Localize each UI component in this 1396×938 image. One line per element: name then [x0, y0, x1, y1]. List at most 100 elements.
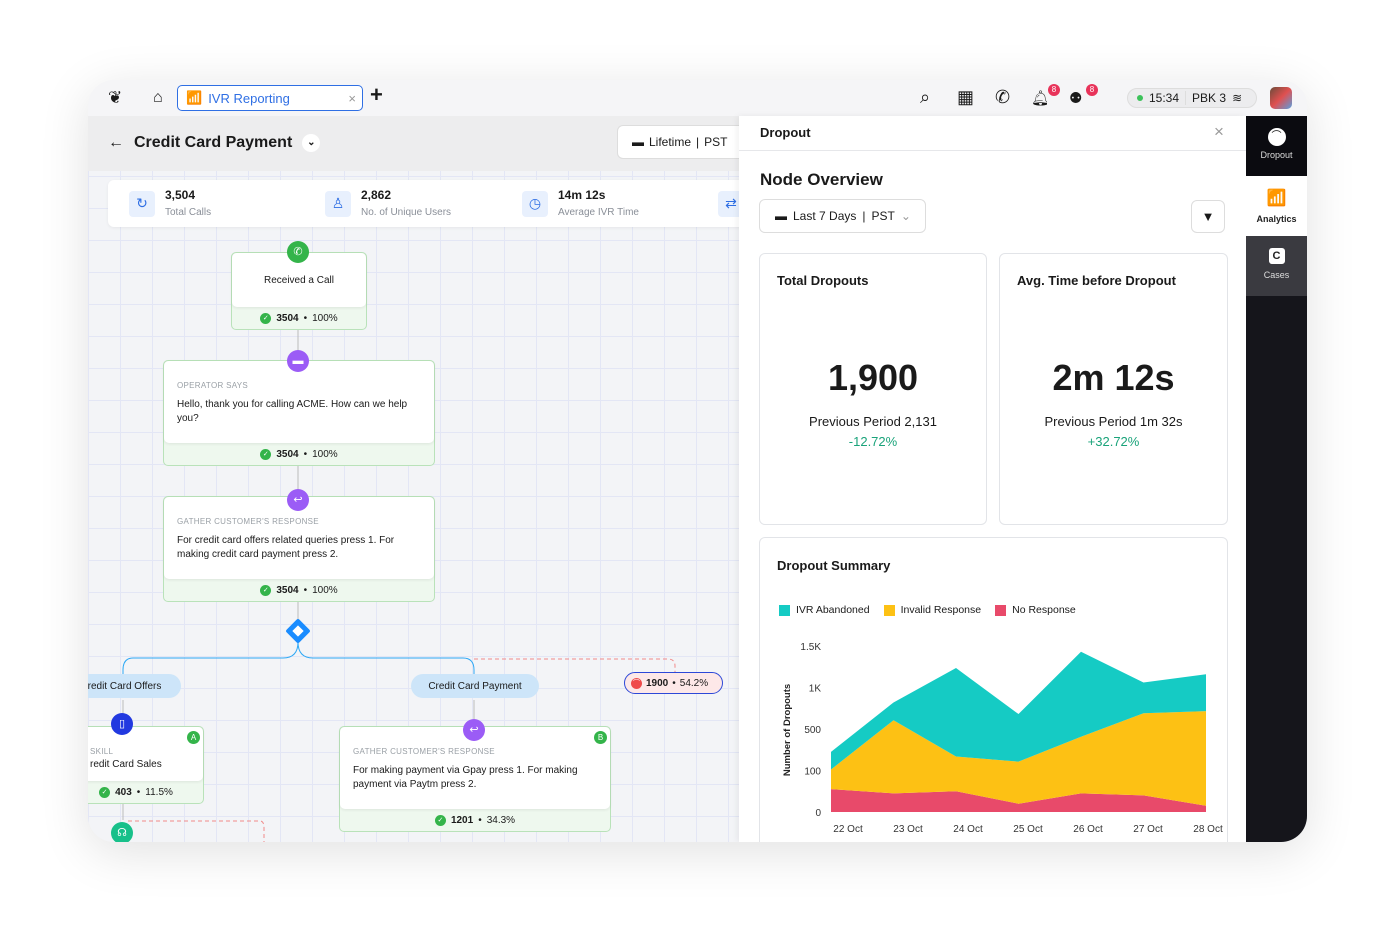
date-range: Last 7 Days — [793, 209, 857, 223]
section-title: Node Overview — [760, 170, 883, 189]
branch-credit-card-payment[interactable]: Credit Card Payment — [411, 674, 539, 698]
check-icon: ✓ — [260, 312, 272, 324]
tab-label: IVR Reporting — [208, 90, 290, 106]
phone-icon: ✆ — [287, 241, 309, 263]
y-tick-label: 100 — [804, 767, 821, 778]
chart-icon: 📶 — [186, 90, 203, 105]
legend-label: IVR Abandoned — [796, 604, 870, 616]
flow-canvas[interactable] — [88, 116, 739, 842]
check-icon: ✓ — [260, 448, 272, 460]
hangup-icon: ⌒ — [1267, 128, 1286, 146]
y-tick-label: 1K — [809, 684, 822, 695]
stats-bar: ↻ 3,504 Total Calls ♙ 2,862 No. of Unique Us… — [108, 180, 748, 227]
rail-cases[interactable]: C Cases — [1246, 236, 1307, 296]
panel-date-selector[interactable]: ▬ Last 7 Days | PST ⌄ — [759, 199, 926, 233]
bell-icon[interactable]: 🔔︎ — [1031, 90, 1047, 107]
node-count: 403 — [115, 786, 132, 798]
timezone: PST — [871, 209, 895, 223]
kpi-previous: Previous Period 1m 32s — [1044, 414, 1183, 429]
node-label: GATHER CUSTOMER'S RESPONSE — [177, 517, 319, 526]
calendar-icon: ▬ — [775, 209, 787, 223]
check-icon: ✓ — [260, 584, 272, 596]
node-gather-payment[interactable]: GATHER CUSTOMER'S RESPONSE For making pay… — [339, 726, 611, 832]
date-range-selector[interactable]: ▬ Lifetime | PST — [617, 125, 739, 159]
panel-title: Dropout — [760, 125, 811, 140]
phone-icon[interactable]: ✆ — [995, 87, 1011, 107]
node-pct: 34.3% — [486, 814, 516, 826]
rail-label: Dropout — [1260, 150, 1293, 160]
y-axis-label: Number of Dropouts — [782, 684, 793, 776]
kpi-previous: Previous Period 2,131 — [809, 414, 937, 429]
x-tick-label: 22 Oct — [833, 824, 863, 835]
reply-icon: ↩ — [287, 489, 309, 511]
node-text: For credit card offers related queries p… — [177, 535, 395, 560]
message-icon: ▬ — [287, 350, 309, 372]
kpi-delta: -12.72% — [848, 434, 898, 449]
legend-item[interactable]: Invalid Response — [883, 604, 981, 616]
close-icon[interactable]: × — [1214, 122, 1224, 141]
branch-credit-card-offers[interactable]: redit Card Offers — [88, 674, 181, 698]
dropout-pct: 54.2% — [679, 677, 709, 689]
legend-item[interactable]: No Response — [995, 604, 1076, 616]
headset-icon: ☊ — [111, 822, 133, 842]
node-operator-says[interactable]: OPERATOR SAYS Hello, thank you for callin… — [163, 360, 435, 466]
rail-label: Cases — [1263, 270, 1290, 280]
avatar[interactable] — [1270, 87, 1292, 109]
node-text: redit Card Sales — [90, 759, 162, 770]
x-tick-label: 24 Oct — [953, 824, 983, 835]
chart-legend: IVR Abandoned Invalid Response No Response — [779, 604, 1090, 616]
stat-unique-users: ♙ 2,862 No. of Unique Users — [325, 180, 451, 227]
separator: | — [862, 209, 866, 223]
cases-icon: C — [1268, 248, 1285, 264]
filter-button[interactable]: ▼ — [1191, 200, 1225, 233]
team-badge: 8 — [1086, 84, 1098, 96]
stat-label: No. of Unique Users — [361, 206, 452, 218]
agent-status[interactable]: 15:34 PBK 3 ≋ — [1127, 88, 1257, 108]
team-icon[interactable]: ⚉ — [1069, 90, 1083, 107]
calendar-icon: ▬ — [632, 135, 644, 149]
legend-label: No Response — [1012, 604, 1076, 616]
rail-dropout[interactable]: ⌒ Dropout — [1246, 116, 1307, 176]
kpi-avg-time: Avg. Time before Dropout 2m 12s Previous… — [999, 253, 1228, 525]
kpi-total-dropouts: Total Dropouts 1,900 Previous Period 2,1… — [759, 253, 987, 525]
node-received-call[interactable]: Received a Call ✓ 3504 • 100% — [231, 252, 367, 330]
wifi-icon: ≋ — [1232, 91, 1243, 105]
kpi-delta: +32.72% — [1087, 434, 1140, 449]
y-tick-label: 1.5K — [800, 642, 821, 653]
tag-a: A — [187, 731, 200, 744]
notification-badge: 8 — [1048, 84, 1060, 96]
home-icon[interactable]: ⌂ — [153, 89, 163, 106]
analytics-icon: 📶 — [1266, 190, 1287, 207]
kpi-value: 1,900 — [827, 357, 919, 398]
app-window: ❦ ⌂ 📶 IVR Reporting × + ⌕ ▦ ✆ 🔔︎ 8 ⚉ 8 1… — [88, 80, 1307, 842]
online-dot — [1137, 95, 1143, 101]
node-count: 3504 — [276, 448, 299, 460]
search-icon[interactable]: ⌕ — [920, 87, 931, 107]
tag-b: B — [594, 731, 607, 744]
kpi-value: 2m 12s — [1052, 357, 1175, 398]
stat-value: 2,862 — [361, 187, 392, 202]
time: 15:34 — [1149, 91, 1187, 105]
add-tab-button[interactable]: + — [370, 82, 383, 107]
chevron-down-icon[interactable]: ⌄ — [302, 134, 321, 152]
tab-ivr-reporting[interactable]: 📶 IVR Reporting × — [177, 85, 363, 111]
node-skill[interactable]: SKILL redit Card Sales ✓ 403 • 11.5% — [88, 726, 204, 804]
dropout-panel: Dropout × Node Overview ▬ Last 7 Days | PST… — [739, 116, 1246, 842]
clock-icon: ◷ — [522, 190, 548, 217]
node-gather-response[interactable]: GATHER CUSTOMER'S RESPONSE For credit car… — [163, 496, 435, 602]
x-tick-label: 28 Oct — [1193, 824, 1223, 835]
x-tick-label: 25 Oct — [1013, 824, 1043, 835]
rail-analytics[interactable]: 📶 Analytics — [1246, 176, 1307, 236]
dropout-badge[interactable]: ⌒ 1900 • 54.2% — [624, 672, 723, 694]
legend-item[interactable]: IVR Abandoned — [779, 604, 870, 616]
chevron-down-icon: ⌄ — [900, 209, 911, 223]
dropout-count: 1900 — [646, 677, 669, 689]
close-tab-icon[interactable]: × — [348, 90, 356, 106]
hangup-icon: ⌒ — [631, 677, 642, 689]
node-label: SKILL — [90, 747, 114, 756]
legend-swatch — [995, 604, 1007, 616]
node-count: 1201 — [450, 814, 474, 826]
node-text: Hello, thank you for calling ACME. How c… — [177, 399, 408, 424]
back-arrow-icon[interactable]: ← — [108, 134, 124, 151]
apps-grid-icon[interactable]: ▦ — [957, 87, 975, 107]
